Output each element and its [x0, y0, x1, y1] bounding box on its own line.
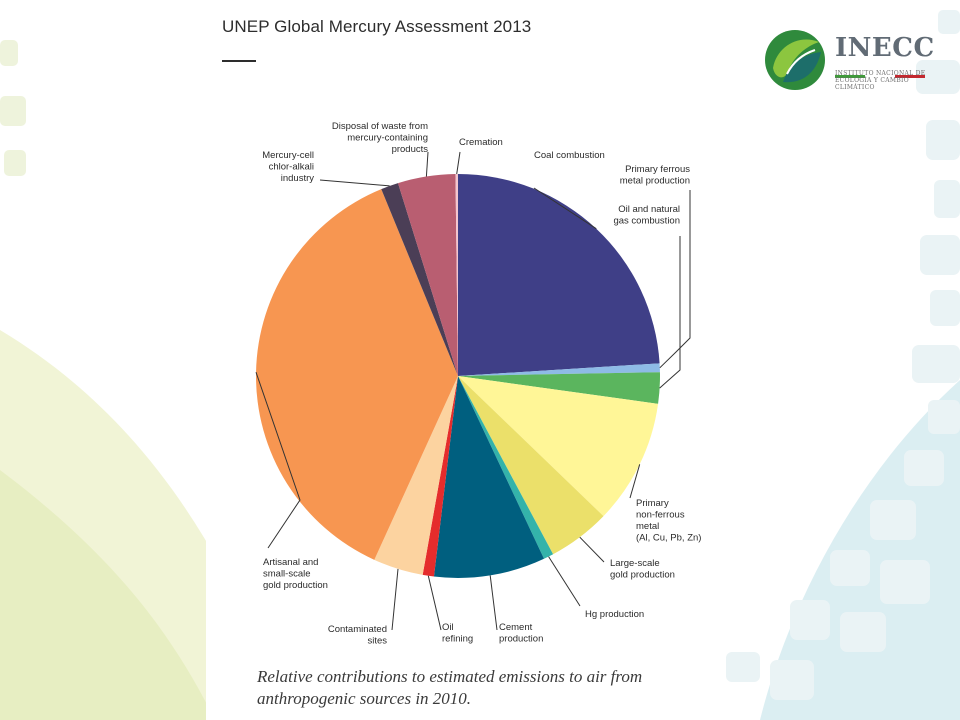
- leader-line: [489, 575, 498, 631]
- leader-line: [579, 536, 605, 563]
- pie-slice: [422, 376, 458, 577]
- leader-line: [456, 151, 461, 175]
- pie-slice: [458, 376, 659, 517]
- pie-slice: [458, 174, 660, 376]
- leader-line: [629, 464, 641, 499]
- slice-label: Mercury-cell chlor-alkali industry: [262, 150, 314, 184]
- leader-line: [659, 190, 691, 369]
- pie-slice: [458, 372, 660, 404]
- pie-slice: [458, 376, 604, 555]
- leader-line: [255, 372, 301, 549]
- pie-slice: [458, 363, 660, 376]
- slice-label: Coal combustion: [534, 150, 605, 161]
- slice-label: Large-scale gold production: [610, 558, 675, 581]
- slice-label: Oil and natural gas combustion: [613, 204, 680, 227]
- pie-slice: [398, 174, 458, 376]
- pie-slice: [455, 174, 458, 376]
- leader-line: [425, 151, 429, 177]
- slice-label: Artisanal and small-scale gold production: [263, 557, 328, 591]
- slice-label: Primary ferrous metal production: [620, 164, 690, 187]
- leader-line: [548, 556, 581, 607]
- logo-subtitle: INSTITUTO NACIONAL DE ECOLOGÍA Y CAMBIO …: [835, 70, 926, 91]
- inecc-logo: INECC INSTITUTO NACIONAL DE ECOLOGÍA Y C…: [763, 28, 935, 98]
- slice-label: Contaminated sites: [328, 624, 387, 647]
- leader-line: [427, 575, 442, 631]
- leader-line: [659, 236, 681, 389]
- slice-label: Primary non-ferrous metal (Al, Cu, Pb, Zn): [636, 498, 701, 544]
- title-underline: [222, 60, 256, 62]
- pie-slice: [381, 183, 458, 376]
- pie-slice: [255, 189, 458, 560]
- slice-label: Disposal of waste from mercury-containing…: [332, 121, 428, 155]
- pie-slice: [458, 376, 554, 559]
- pie-slice: [433, 376, 545, 578]
- slice-label: Hg production: [585, 609, 644, 620]
- pie-slice: [374, 376, 458, 575]
- logo-wordmark: INECC: [835, 33, 935, 63]
- slide-title: UNEP Global Mercury Assessment 2013: [222, 17, 532, 36]
- inecc-leaf-emblem-icon: [765, 30, 825, 90]
- figure-caption: Relative contributions to estimated emis…: [257, 667, 643, 708]
- logo-flag-rule: [835, 65, 925, 78]
- slice-label: Cremation: [459, 137, 503, 148]
- leader-line: [533, 187, 597, 230]
- leader-line: [319, 179, 390, 187]
- slice-label: Cement production: [499, 622, 543, 645]
- slice-label: Oil refining: [442, 622, 473, 645]
- leader-line: [391, 568, 399, 631]
